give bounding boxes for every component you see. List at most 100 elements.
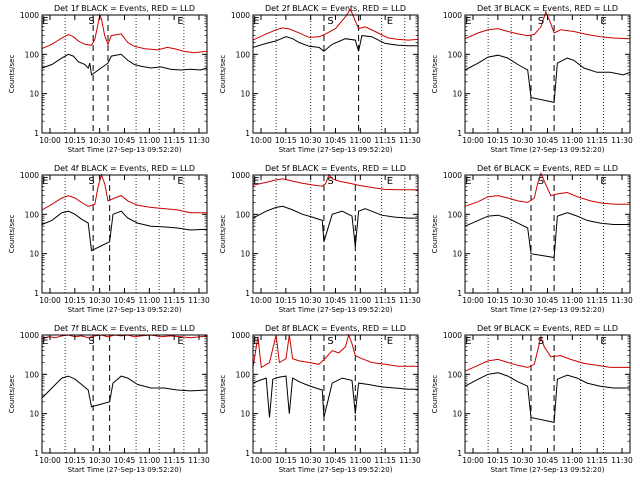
x-tick-label: 11:00 bbox=[562, 456, 584, 465]
chart-panel-4: Det 4f BLACK = Events, RED = LLD 1 10 100 10… bbox=[8, 164, 210, 314]
x-axis-label: Start Time (27-Sep-13 09:52:20) bbox=[491, 146, 605, 154]
y-tick-label: 1000 bbox=[443, 11, 462, 20]
phase-marker-e: E bbox=[465, 16, 471, 27]
x-tick-label: 10:30 bbox=[300, 296, 322, 305]
chart-panel-9: Det 9f BLACK = Events, RED = LLD 1 10 100 10… bbox=[431, 324, 633, 474]
phase-marker-e: E bbox=[177, 176, 183, 187]
x-tick-label: 10:45 bbox=[537, 456, 559, 465]
phase-marker-s: S bbox=[538, 176, 544, 187]
phase-marker-e: E bbox=[253, 16, 259, 27]
lld-series-line bbox=[252, 174, 418, 191]
y-tick-label: 100 bbox=[448, 370, 463, 379]
x-tick-label: 11:30 bbox=[611, 136, 633, 145]
y-tick-label: 1 bbox=[34, 129, 39, 138]
phase-marker-e: E bbox=[600, 16, 606, 27]
x-tick-label: 11:30 bbox=[399, 456, 421, 465]
y-axis-label: Counts/sec bbox=[431, 55, 439, 94]
x-tick-label: 10:30 bbox=[512, 296, 534, 305]
y-tick-label: 1 bbox=[457, 449, 462, 458]
x-tick-label: 10:30 bbox=[512, 456, 534, 465]
x-tick-label: 10:00 bbox=[39, 296, 61, 305]
x-tick-label: 10:45 bbox=[114, 136, 136, 145]
phase-marker-s: S bbox=[327, 176, 333, 187]
x-tick-label: 10:15 bbox=[487, 296, 509, 305]
phase-marker-e: E bbox=[600, 176, 606, 187]
x-tick-label: 10:15 bbox=[64, 296, 86, 305]
events-series-line bbox=[41, 210, 208, 252]
x-tick-label: 11:00 bbox=[350, 456, 372, 465]
y-tick-label: 1000 bbox=[231, 11, 250, 20]
plot-frame bbox=[41, 174, 208, 294]
x-tick-label: 10:45 bbox=[114, 296, 136, 305]
y-axis-label: Counts/sec bbox=[219, 375, 227, 414]
x-tick-label: 10:30 bbox=[89, 296, 111, 305]
y-axis-label: Counts/sec bbox=[219, 215, 227, 254]
phase-marker-e: E bbox=[177, 336, 183, 347]
y-tick-label: 100 bbox=[448, 50, 463, 59]
y-tick-label: 10 bbox=[29, 410, 39, 419]
plot-frame bbox=[41, 14, 208, 134]
x-tick-label: 10:00 bbox=[39, 456, 61, 465]
x-tick-label: 11:15 bbox=[374, 136, 396, 145]
phase-marker-e: E bbox=[253, 336, 259, 347]
y-tick-label: 100 bbox=[236, 210, 251, 219]
x-tick-label: 10:45 bbox=[114, 456, 136, 465]
x-axis-label: Start Time (27-Sep-13 09:52:20) bbox=[68, 466, 182, 474]
x-tick-label: 10:00 bbox=[250, 296, 272, 305]
y-tick-label: 10 bbox=[29, 90, 39, 99]
y-tick-label: 10 bbox=[29, 250, 39, 259]
chart-panel-3: Det 3f BLACK = Events, RED = LLD 1 10 100 10… bbox=[431, 4, 633, 154]
x-tick-label: 11:00 bbox=[562, 136, 584, 145]
y-tick-label: 1 bbox=[34, 449, 39, 458]
y-tick-label: 10 bbox=[240, 410, 250, 419]
phase-marker-e: E bbox=[465, 336, 471, 347]
x-tick-label: 11:15 bbox=[586, 456, 608, 465]
y-tick-label: 10 bbox=[452, 410, 462, 419]
chart-title: Det 2f BLACK = Events, RED = LLD bbox=[265, 4, 406, 13]
x-tick-label: 11:15 bbox=[586, 136, 608, 145]
x-tick-label: 11:30 bbox=[611, 456, 633, 465]
y-tick-label: 1 bbox=[34, 289, 39, 298]
x-tick-label: 10:00 bbox=[462, 456, 484, 465]
x-axis-label: Start Time (27-Sep-13 09:52:20) bbox=[279, 306, 393, 314]
x-tick-label: 10:00 bbox=[462, 136, 484, 145]
x-tick-label: 10:00 bbox=[462, 296, 484, 305]
chart-title: Det 7f BLACK = Events, RED = LLD bbox=[54, 324, 195, 333]
x-tick-label: 10:45 bbox=[537, 296, 559, 305]
y-tick-label: 10 bbox=[452, 250, 462, 259]
phase-marker-e: E bbox=[42, 336, 48, 347]
y-tick-label: 1 bbox=[245, 289, 250, 298]
x-tick-label: 10:30 bbox=[300, 136, 322, 145]
x-tick-label: 11:30 bbox=[188, 456, 210, 465]
events-series-line bbox=[464, 212, 630, 259]
y-tick-label: 1000 bbox=[231, 171, 250, 180]
chart-panel-1: Det 1f BLACK = Events, RED = LLD 1 10 100 10… bbox=[8, 4, 210, 154]
lld-series-line bbox=[41, 173, 207, 214]
x-tick-label: 11:15 bbox=[586, 296, 608, 305]
phase-marker-e: E bbox=[42, 176, 48, 187]
y-tick-label: 1000 bbox=[443, 171, 462, 180]
y-tick-label: 10 bbox=[452, 90, 462, 99]
lld-series-line bbox=[464, 334, 630, 372]
x-tick-label: 10:45 bbox=[325, 136, 347, 145]
x-tick-label: 11:15 bbox=[163, 456, 185, 465]
y-tick-label: 100 bbox=[448, 210, 463, 219]
y-tick-label: 1 bbox=[457, 129, 462, 138]
x-tick-label: 10:00 bbox=[250, 456, 272, 465]
x-tick-label: 11:00 bbox=[350, 296, 372, 305]
lld-series-line bbox=[464, 171, 630, 207]
chart-title: Det 5f BLACK = Events, RED = LLD bbox=[265, 164, 406, 173]
chart-title: Det 3f BLACK = Events, RED = LLD bbox=[477, 4, 618, 13]
x-tick-label: 11:30 bbox=[611, 296, 633, 305]
chart-title: Det 8f BLACK = Events, RED = LLD bbox=[265, 324, 406, 333]
events-series-line bbox=[41, 53, 208, 76]
plot-frame bbox=[464, 174, 631, 294]
x-axis-label: Start Time (27-Sep-13 09:52:20) bbox=[491, 306, 605, 314]
x-tick-label: 11:30 bbox=[188, 296, 210, 305]
lld-series-line bbox=[464, 10, 631, 40]
y-axis-label: Counts/sec bbox=[431, 215, 439, 254]
y-tick-label: 100 bbox=[236, 50, 251, 59]
x-tick-label: 10:15 bbox=[487, 136, 509, 145]
plot-frame bbox=[252, 174, 419, 294]
x-tick-label: 10:45 bbox=[537, 136, 559, 145]
